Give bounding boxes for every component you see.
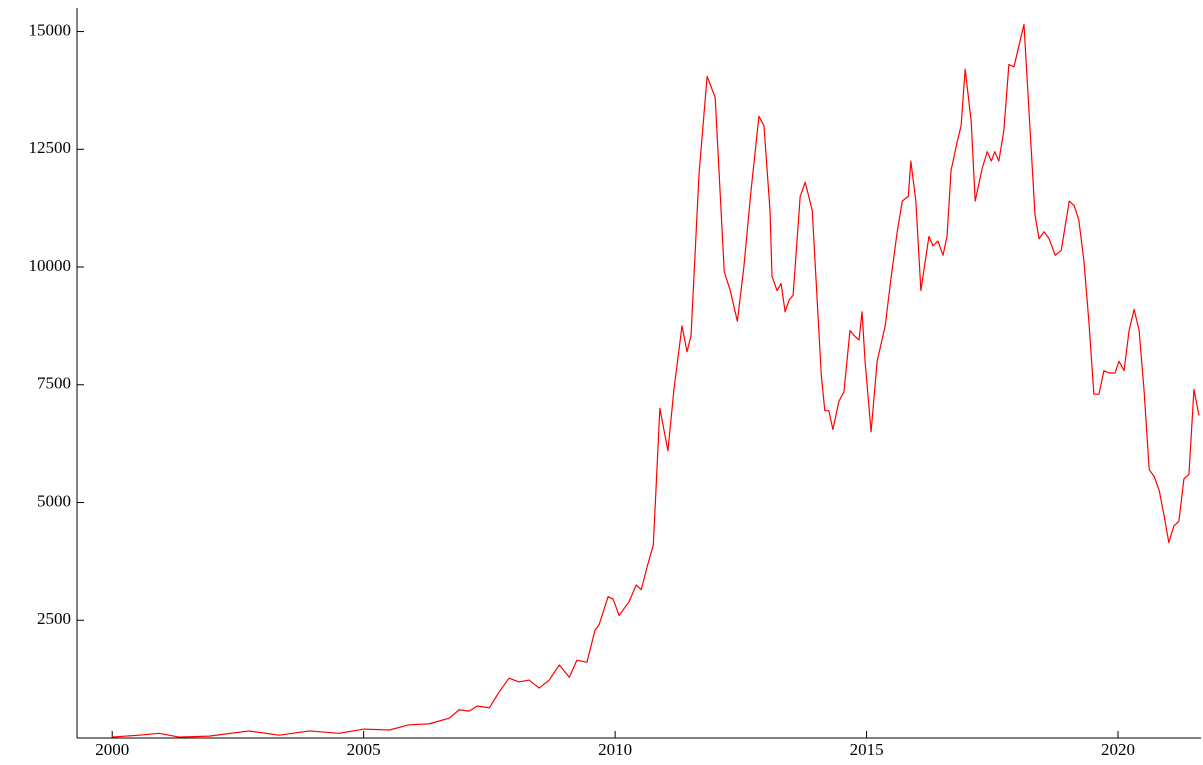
y-tick-label: 5000 [37, 491, 71, 510]
y-tick-label: 2500 [37, 609, 71, 628]
x-tick-label: 2005 [347, 740, 381, 759]
x-tick-label: 2015 [850, 740, 884, 759]
y-tick-label: 7500 [37, 374, 71, 393]
x-tick-label: 2000 [95, 740, 129, 759]
y-tick-label: 10000 [29, 256, 72, 275]
x-tick-label: 2010 [598, 740, 632, 759]
x-tick-label: 2020 [1101, 740, 1135, 759]
y-tick-label: 12500 [29, 138, 72, 157]
y-tick-label: 15000 [29, 20, 72, 39]
line [112, 23, 1200, 738]
